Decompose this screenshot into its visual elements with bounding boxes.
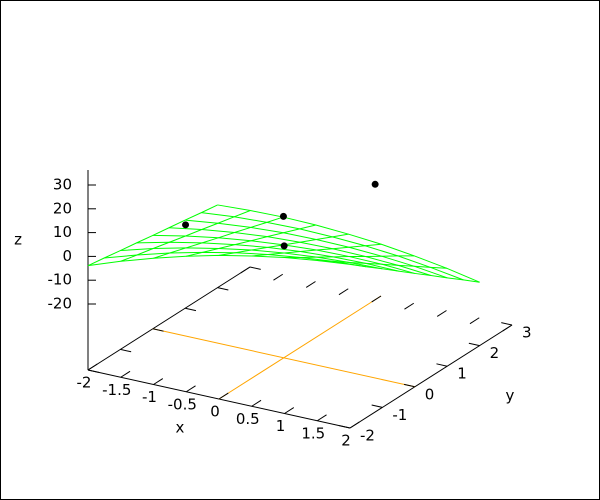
y-tick: [339, 425, 351, 429]
y-zero-axis: [152, 328, 415, 388]
x-zero-axis: [218, 295, 382, 400]
x-axis-label: x: [176, 419, 185, 437]
x-tick: [120, 370, 131, 378]
surface-line: [104, 251, 367, 268]
surface-line: [168, 227, 432, 276]
z-tick-label: 10: [53, 223, 72, 241]
x-tick: [240, 266, 251, 274]
y-tick: [249, 266, 261, 270]
x-tick: [284, 407, 295, 414]
x-tick-label: 1.5: [301, 424, 325, 442]
surface-line: [201, 212, 464, 281]
y-tick: [217, 287, 229, 291]
data-point: [182, 221, 190, 229]
x-tick-label: -2: [77, 374, 92, 392]
y-tick-label: -1: [392, 406, 407, 424]
data-point: [279, 212, 287, 220]
surface-line: [136, 241, 399, 272]
x-tick: [349, 421, 360, 429]
x-tick: [469, 317, 480, 325]
x-tick: [87, 363, 98, 371]
y-tick: [403, 383, 415, 388]
x-tick: [273, 273, 284, 281]
y-tick: [436, 363, 448, 367]
y-tick-label: -2: [360, 427, 375, 445]
x-tick: [404, 302, 415, 310]
x-tick: [218, 392, 229, 400]
surface-line: [217, 204, 480, 283]
surface-line: [185, 219, 448, 279]
z-tick-label: 20: [53, 199, 72, 217]
x-tick: [316, 414, 327, 422]
y-tick: [185, 307, 197, 312]
z-tick-label: -10: [48, 271, 73, 289]
y-tick: [87, 369, 99, 373]
x-tick-label: 1: [276, 417, 286, 435]
x-tick-label: 2: [341, 432, 351, 450]
y-tick-label: 0: [425, 385, 435, 403]
x-tick: [185, 385, 196, 393]
y-axis-label: y: [506, 387, 515, 405]
z-axis-label: z: [14, 231, 22, 249]
x-tick: [251, 399, 262, 407]
x-tick-label: -1: [142, 388, 157, 406]
y-tick-label: 2: [490, 344, 500, 362]
x-tick: [436, 310, 447, 317]
y-tick-label: 3: [522, 324, 532, 342]
z-tick-label: 30: [53, 176, 72, 194]
y-axis-line: [349, 324, 513, 429]
x-tick-label: -1.5: [102, 381, 131, 399]
y-tick-label: 1: [457, 365, 467, 383]
y-axis-line-left: [87, 266, 251, 371]
x-tick-label: 0: [210, 403, 220, 421]
x-tick-label: 0.5: [236, 410, 260, 428]
y-tick: [468, 342, 480, 347]
data-point: [371, 180, 379, 188]
x-tick: [153, 378, 164, 385]
data-point: [280, 242, 288, 250]
x-tick-label: -0.5: [168, 395, 197, 413]
x-tick: [371, 295, 382, 303]
x-tick: [502, 324, 513, 332]
x-tick: [338, 288, 349, 296]
z-tick-label: -20: [48, 295, 73, 313]
z-tick-label: 0: [62, 247, 72, 265]
surface-line: [120, 247, 383, 270]
surface-line: [87, 254, 351, 267]
y-tick: [152, 328, 164, 332]
y-tick: [501, 322, 513, 326]
y-tick: [371, 404, 383, 408]
x-tick: [305, 281, 316, 288]
y-tick: [120, 348, 132, 353]
